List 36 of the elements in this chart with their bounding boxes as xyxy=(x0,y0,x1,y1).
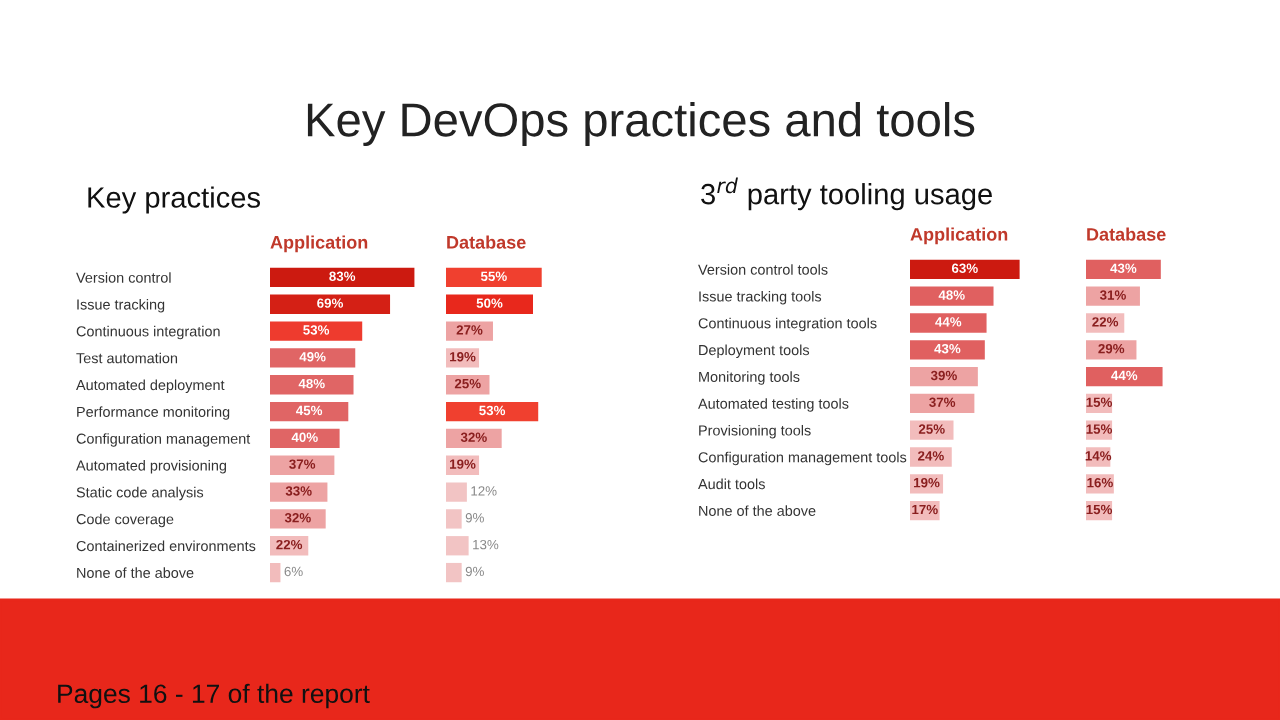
bar xyxy=(910,286,994,306)
series-label: Application xyxy=(910,227,1008,245)
text: Pages 16 - 17 of the report xyxy=(58,683,370,709)
bar xyxy=(1086,366,1163,387)
bar xyxy=(270,267,415,288)
series-label: Database xyxy=(447,235,526,249)
bar xyxy=(270,321,363,341)
bar xyxy=(270,482,328,502)
bar xyxy=(270,348,356,368)
series-label: Application xyxy=(270,235,368,253)
bar xyxy=(270,401,349,422)
chart-title: 3$^{rd}$ party tooling usage xyxy=(701,177,992,211)
bar xyxy=(446,536,469,556)
series-label: Database xyxy=(1087,227,1166,241)
bar xyxy=(446,482,467,502)
bar xyxy=(270,509,326,529)
bar xyxy=(910,259,1020,280)
bar xyxy=(446,509,462,529)
bar xyxy=(1086,259,1161,280)
bar xyxy=(446,401,539,422)
bar xyxy=(910,393,975,414)
bar xyxy=(910,447,952,467)
bar xyxy=(270,455,335,475)
bar xyxy=(446,294,533,314)
chart-title: Key practices xyxy=(88,186,261,214)
bar xyxy=(270,375,354,395)
bar xyxy=(270,294,391,314)
bar xyxy=(270,428,340,449)
bar xyxy=(910,366,978,387)
bar xyxy=(910,340,985,360)
bar xyxy=(910,313,987,333)
bar xyxy=(446,267,542,288)
bar xyxy=(446,562,462,583)
bar xyxy=(270,562,281,583)
text: Key DevOps practices and tools xyxy=(307,101,975,147)
bar xyxy=(446,321,493,341)
